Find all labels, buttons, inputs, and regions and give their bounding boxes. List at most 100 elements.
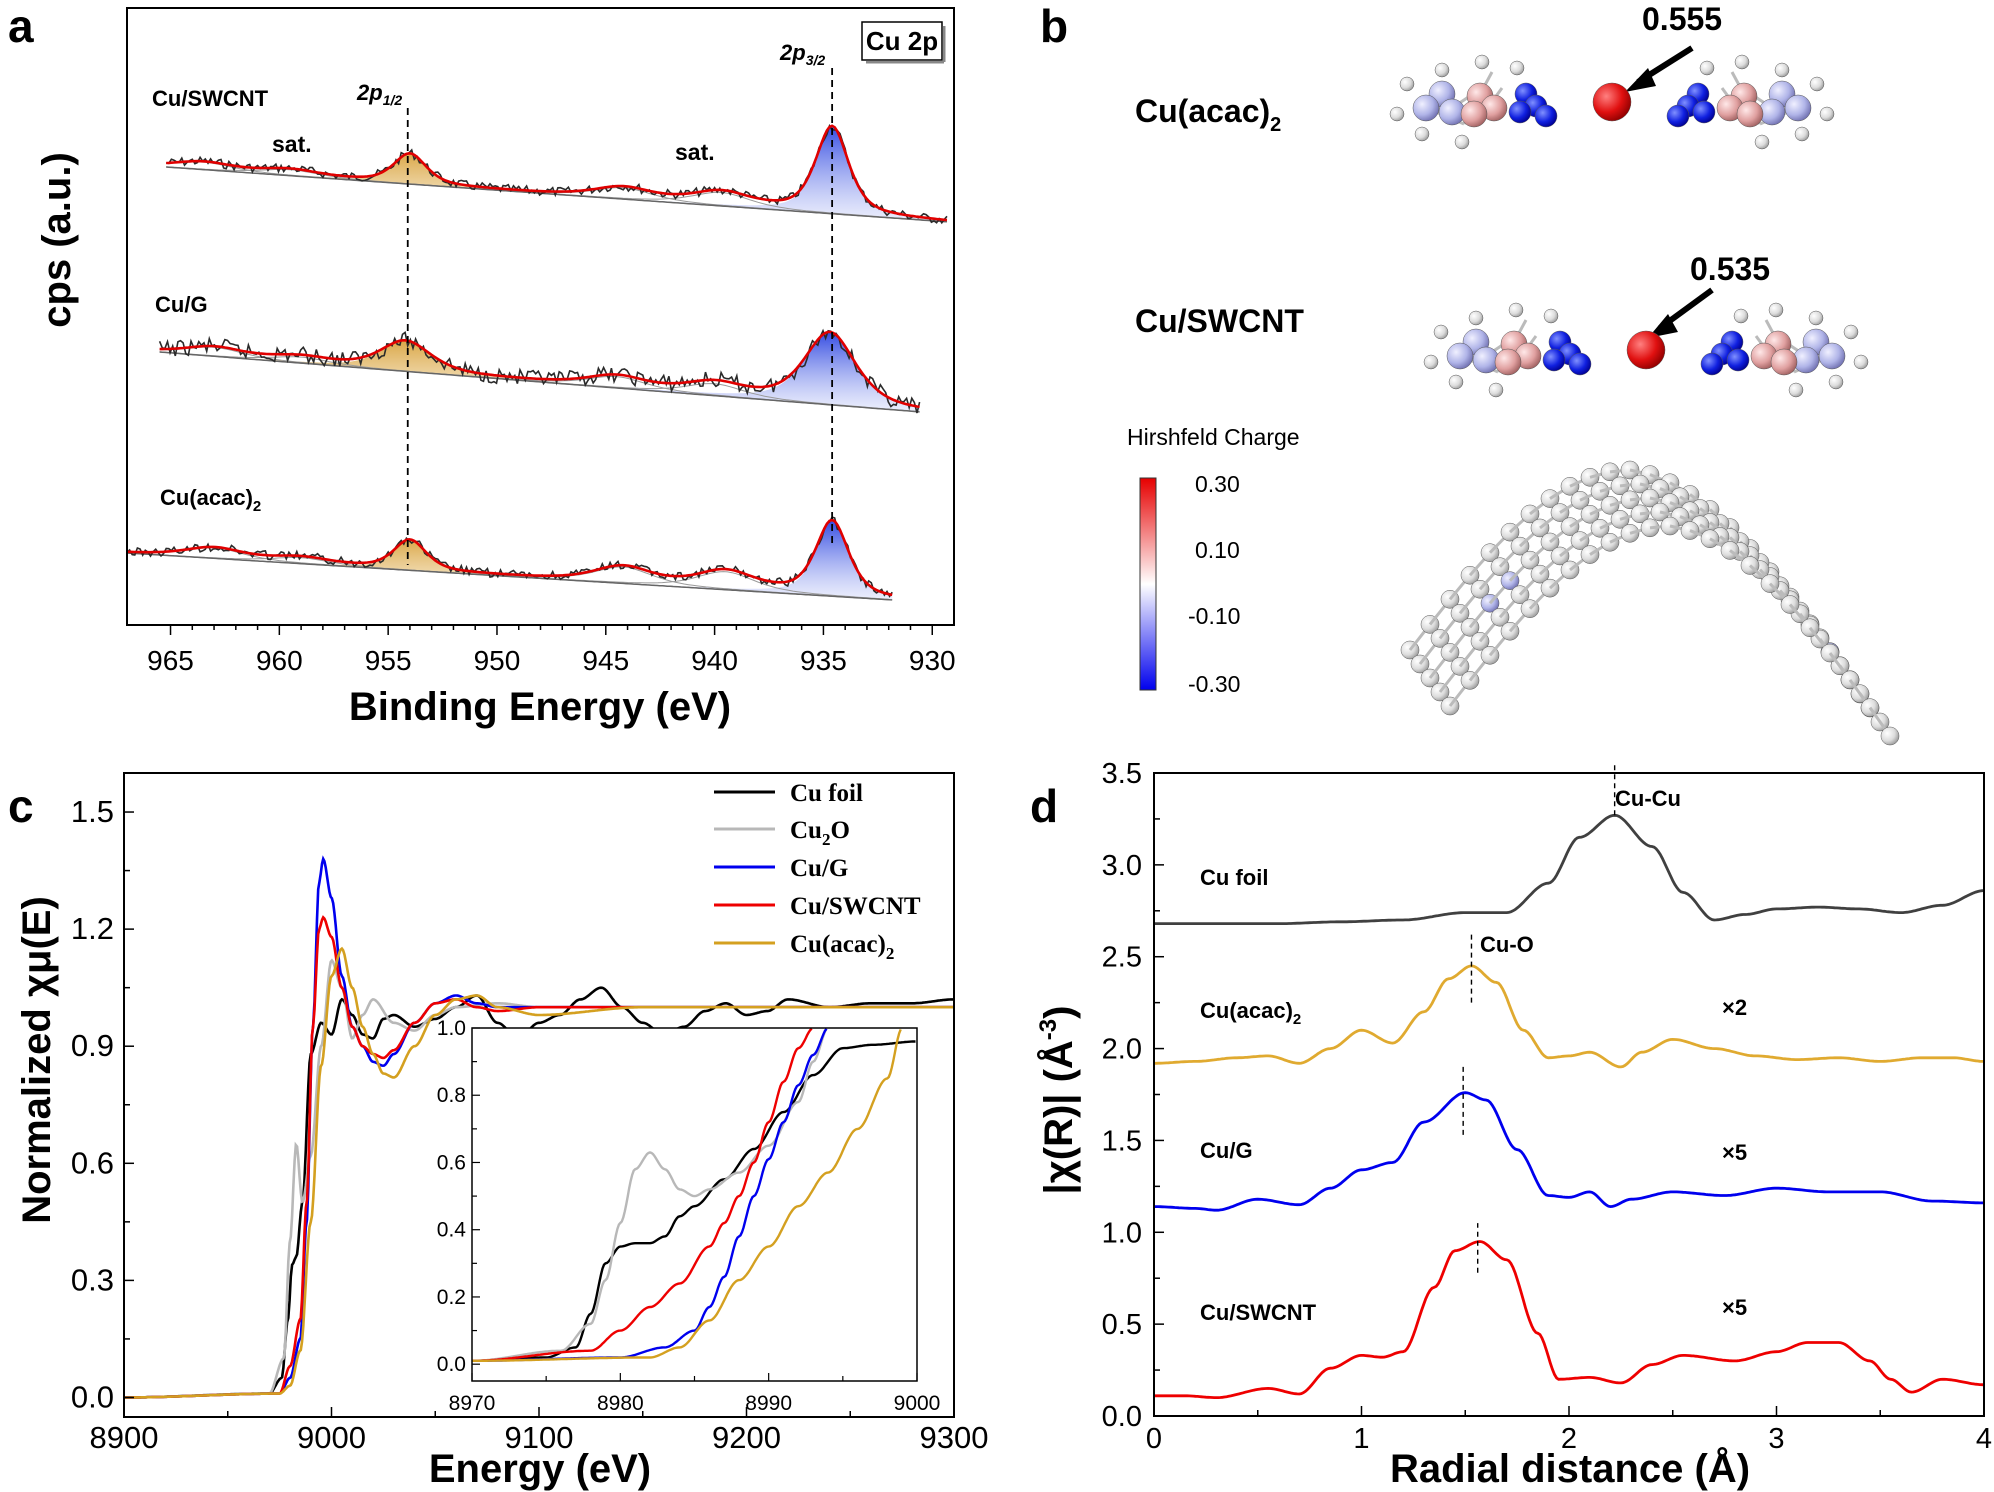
atom [1819, 106, 1835, 122]
atom [1666, 104, 1690, 128]
atom [1818, 342, 1846, 370]
atom [1433, 324, 1449, 340]
baseline [126, 552, 893, 601]
xanes-curves [124, 855, 954, 1399]
series-cu-swcnt [1154, 1240, 1985, 1399]
colorbar-title: Hirshfeld Charge [1127, 424, 1300, 450]
atom [1474, 54, 1490, 70]
y-tick-label: 1.5 [1102, 1125, 1142, 1157]
cu2p-box: Cu 2p [861, 21, 946, 64]
inset-y-tick-label: 0.2 [437, 1286, 466, 1309]
inset-curves [472, 1027, 916, 1362]
panel-a-xlabel: Binding Energy (eV) [349, 685, 731, 729]
x-tick-label: 930 [909, 645, 956, 676]
atom [1754, 134, 1770, 150]
atom [1880, 726, 1900, 746]
atom [1592, 82, 1632, 122]
x-tick-label: 4 [1976, 1423, 1992, 1455]
inset-series [472, 1027, 813, 1362]
colorbar-tick-2: 0.10 [1195, 537, 1240, 563]
inset-y-tick-label: 0.8 [437, 1084, 466, 1107]
atom [1699, 60, 1715, 76]
y-tick-label: 3.5 [1102, 758, 1142, 790]
atom [1788, 382, 1804, 398]
atom [1534, 104, 1558, 128]
atom [1448, 374, 1464, 390]
inset-series [472, 1028, 902, 1362]
panel-a-label: a [8, 0, 34, 52]
atom [1494, 348, 1522, 376]
atom [1434, 62, 1450, 78]
panel-d: d |χ(R)| (Å-3) 0 1 2 3 4 0.0 0.5 1.0 1.5 2.0 2.5 3.… [1030, 758, 1992, 1491]
series-cu-g [1154, 1091, 1984, 1212]
charge-value-1: 0.555 [1642, 1, 1722, 37]
atom [1509, 60, 1525, 76]
inset-x-tick-label: 8980 [597, 1392, 644, 1415]
xps-spectra [126, 123, 948, 601]
annotation-cu-cu: Cu-Cu [1615, 786, 1681, 811]
baseline [159, 351, 920, 413]
scale-label-x2: ×2 [1722, 995, 1747, 1020]
atom [1508, 100, 1532, 124]
annotation-cu-o: Cu-O [1480, 932, 1534, 957]
panel-c-ylabel: Normalized χμ(E) [15, 896, 59, 1224]
arrow-1 [1625, 45, 1694, 92]
panel-b: b Cu(acac)2 Cu/SWCNT 0.555 0.535 Hirshfe… [1040, 0, 1900, 746]
y-tick-label: 0.0 [71, 1379, 114, 1414]
panel-c: c Normalized χμ(E) 8900 9000 9100 9200 9300 0… [8, 772, 989, 1491]
series-label-cuacac: Cu(acac)2 [160, 485, 261, 515]
legend-label: Cu foil [790, 780, 863, 807]
peak-fill-2p32 [127, 521, 893, 600]
inset: 8970 8980 8990 9000 0.0 0.2 0.4 0.6 0.8 1.0 [437, 1017, 941, 1415]
inset-x-tick-label: 9000 [894, 1392, 941, 1415]
peak-fill-2p32 [159, 332, 920, 412]
inset-y-tick-label: 1.0 [437, 1017, 466, 1040]
atom [1692, 100, 1716, 124]
atom [1774, 62, 1790, 78]
inset-y-tick-label: 0.0 [437, 1353, 466, 1376]
atom [1568, 352, 1592, 376]
x-tick-label: 9200 [712, 1420, 781, 1455]
legend-label: Cu/G [790, 855, 848, 882]
atom [1460, 100, 1488, 128]
d-label-cufoil: Cu foil [1200, 865, 1268, 890]
x-tick-label: 9300 [920, 1420, 989, 1455]
inset-x-tick-label: 8970 [449, 1392, 496, 1415]
panel-b-label: b [1040, 0, 1068, 52]
series-cu-acac-2 [1154, 964, 1984, 1069]
panel-d-xlabel: Radial distance (Å) [1390, 1446, 1750, 1491]
y-tick-label: 1.2 [71, 911, 114, 946]
x-tick-label: 960 [256, 645, 303, 676]
atom [1543, 308, 1559, 324]
x-tick-label: 940 [691, 645, 738, 676]
d-label-cug: Cu/G [1200, 1138, 1253, 1163]
colorbar-tick-3: -0.10 [1188, 603, 1240, 629]
y-tick-label: 0.9 [71, 1028, 114, 1063]
inset-y-tick-label: 0.6 [437, 1151, 466, 1174]
x-tick-label: 935 [800, 645, 847, 676]
atom [1399, 76, 1415, 92]
atom [1853, 354, 1869, 370]
molecule-label-cuacac: Cu(acac)2 [1135, 93, 1281, 136]
arrow-2 [1648, 287, 1714, 338]
ft-exafs-curves [1154, 763, 1985, 1399]
scale-label-x5a: ×5 [1722, 1140, 1747, 1165]
charge-value-2: 0.535 [1690, 251, 1770, 287]
atom [1734, 54, 1750, 70]
atom [1770, 348, 1798, 376]
atom [1389, 106, 1405, 122]
peak-label-2p12: 2p1/2 [356, 80, 402, 108]
atom [1700, 352, 1724, 376]
panel-c-label: c [8, 780, 34, 832]
raw-data [126, 516, 893, 598]
nanotube-fragment [1400, 460, 1900, 746]
panel-d-ylabel: |χ(R)| (Å-3) [1035, 1006, 1081, 1195]
atom [1733, 308, 1749, 324]
inset-ticks: 8970 8980 8990 9000 0.0 0.2 0.4 0.6 0.8 1.0 [437, 1017, 941, 1415]
inset-y-tick-label: 0.4 [437, 1219, 467, 1242]
x-tick-label: 2 [1561, 1423, 1577, 1455]
atom [1468, 310, 1484, 326]
y-tick-label: 0.5 [1102, 1309, 1142, 1341]
x-tick-label: 3 [1768, 1423, 1784, 1455]
panel-c-ticks: 8900 9000 9100 9200 9300 0.0 0.3 0.6 0.9 1.2 1.5 [71, 794, 989, 1455]
